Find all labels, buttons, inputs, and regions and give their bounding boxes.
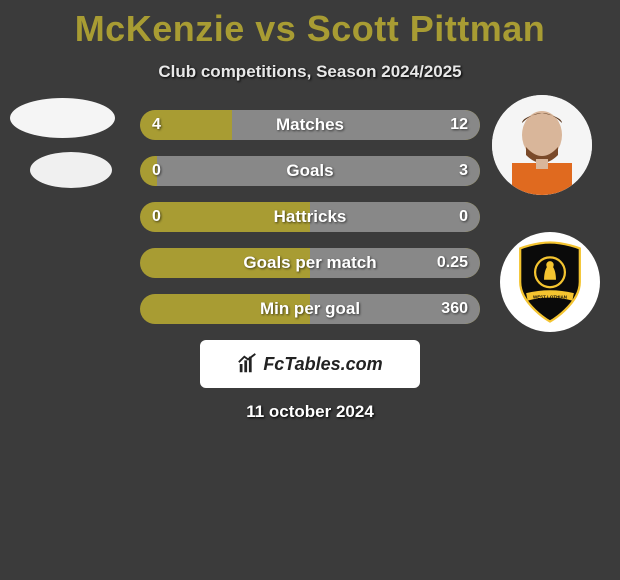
stat-label: Min per goal: [140, 294, 480, 324]
page-title: McKenzie vs Scott Pittman: [0, 8, 620, 50]
stat-bars: 4 Matches 12 0 Goals 3 0 Hattricks 0 Goa…: [140, 110, 480, 324]
chart-icon: [237, 353, 259, 375]
left-player-avatar: [10, 98, 115, 138]
stat-right-value: 360: [441, 294, 468, 324]
ribbon-text: WEST LOTHIAN: [533, 294, 567, 299]
left-club-badge: [30, 152, 112, 188]
stat-row-matches: 4 Matches 12: [140, 110, 480, 140]
page-subtitle: Club competitions, Season 2024/2025: [0, 62, 620, 82]
stat-label: Goals: [140, 156, 480, 186]
stat-row-hattricks: 0 Hattricks 0: [140, 202, 480, 232]
stat-right-value: 12: [450, 110, 468, 140]
stat-right-value: 3: [459, 156, 468, 186]
stat-label: Goals per match: [140, 248, 480, 278]
shield-icon: WEST LOTHIAN: [509, 241, 591, 323]
comparison-content: WEST LOTHIAN 4 Matches 12 0 Goals 3 0 Ha…: [0, 110, 620, 324]
footer-brand-badge[interactable]: FcTables.com: [200, 340, 420, 388]
stat-row-goals-per-match: Goals per match 0.25: [140, 248, 480, 278]
stat-row-goals: 0 Goals 3: [140, 156, 480, 186]
stat-right-value: 0: [459, 202, 468, 232]
person-icon: [492, 95, 592, 195]
right-player-avatar: [492, 95, 592, 195]
stat-label: Hattricks: [140, 202, 480, 232]
right-club-badge: WEST LOTHIAN: [500, 232, 600, 332]
footer-brand-text: FcTables.com: [263, 354, 382, 375]
page-date: 11 october 2024: [0, 402, 620, 422]
stat-right-value: 0.25: [437, 248, 468, 278]
stat-label: Matches: [140, 110, 480, 140]
stat-row-min-per-goal: Min per goal 360: [140, 294, 480, 324]
